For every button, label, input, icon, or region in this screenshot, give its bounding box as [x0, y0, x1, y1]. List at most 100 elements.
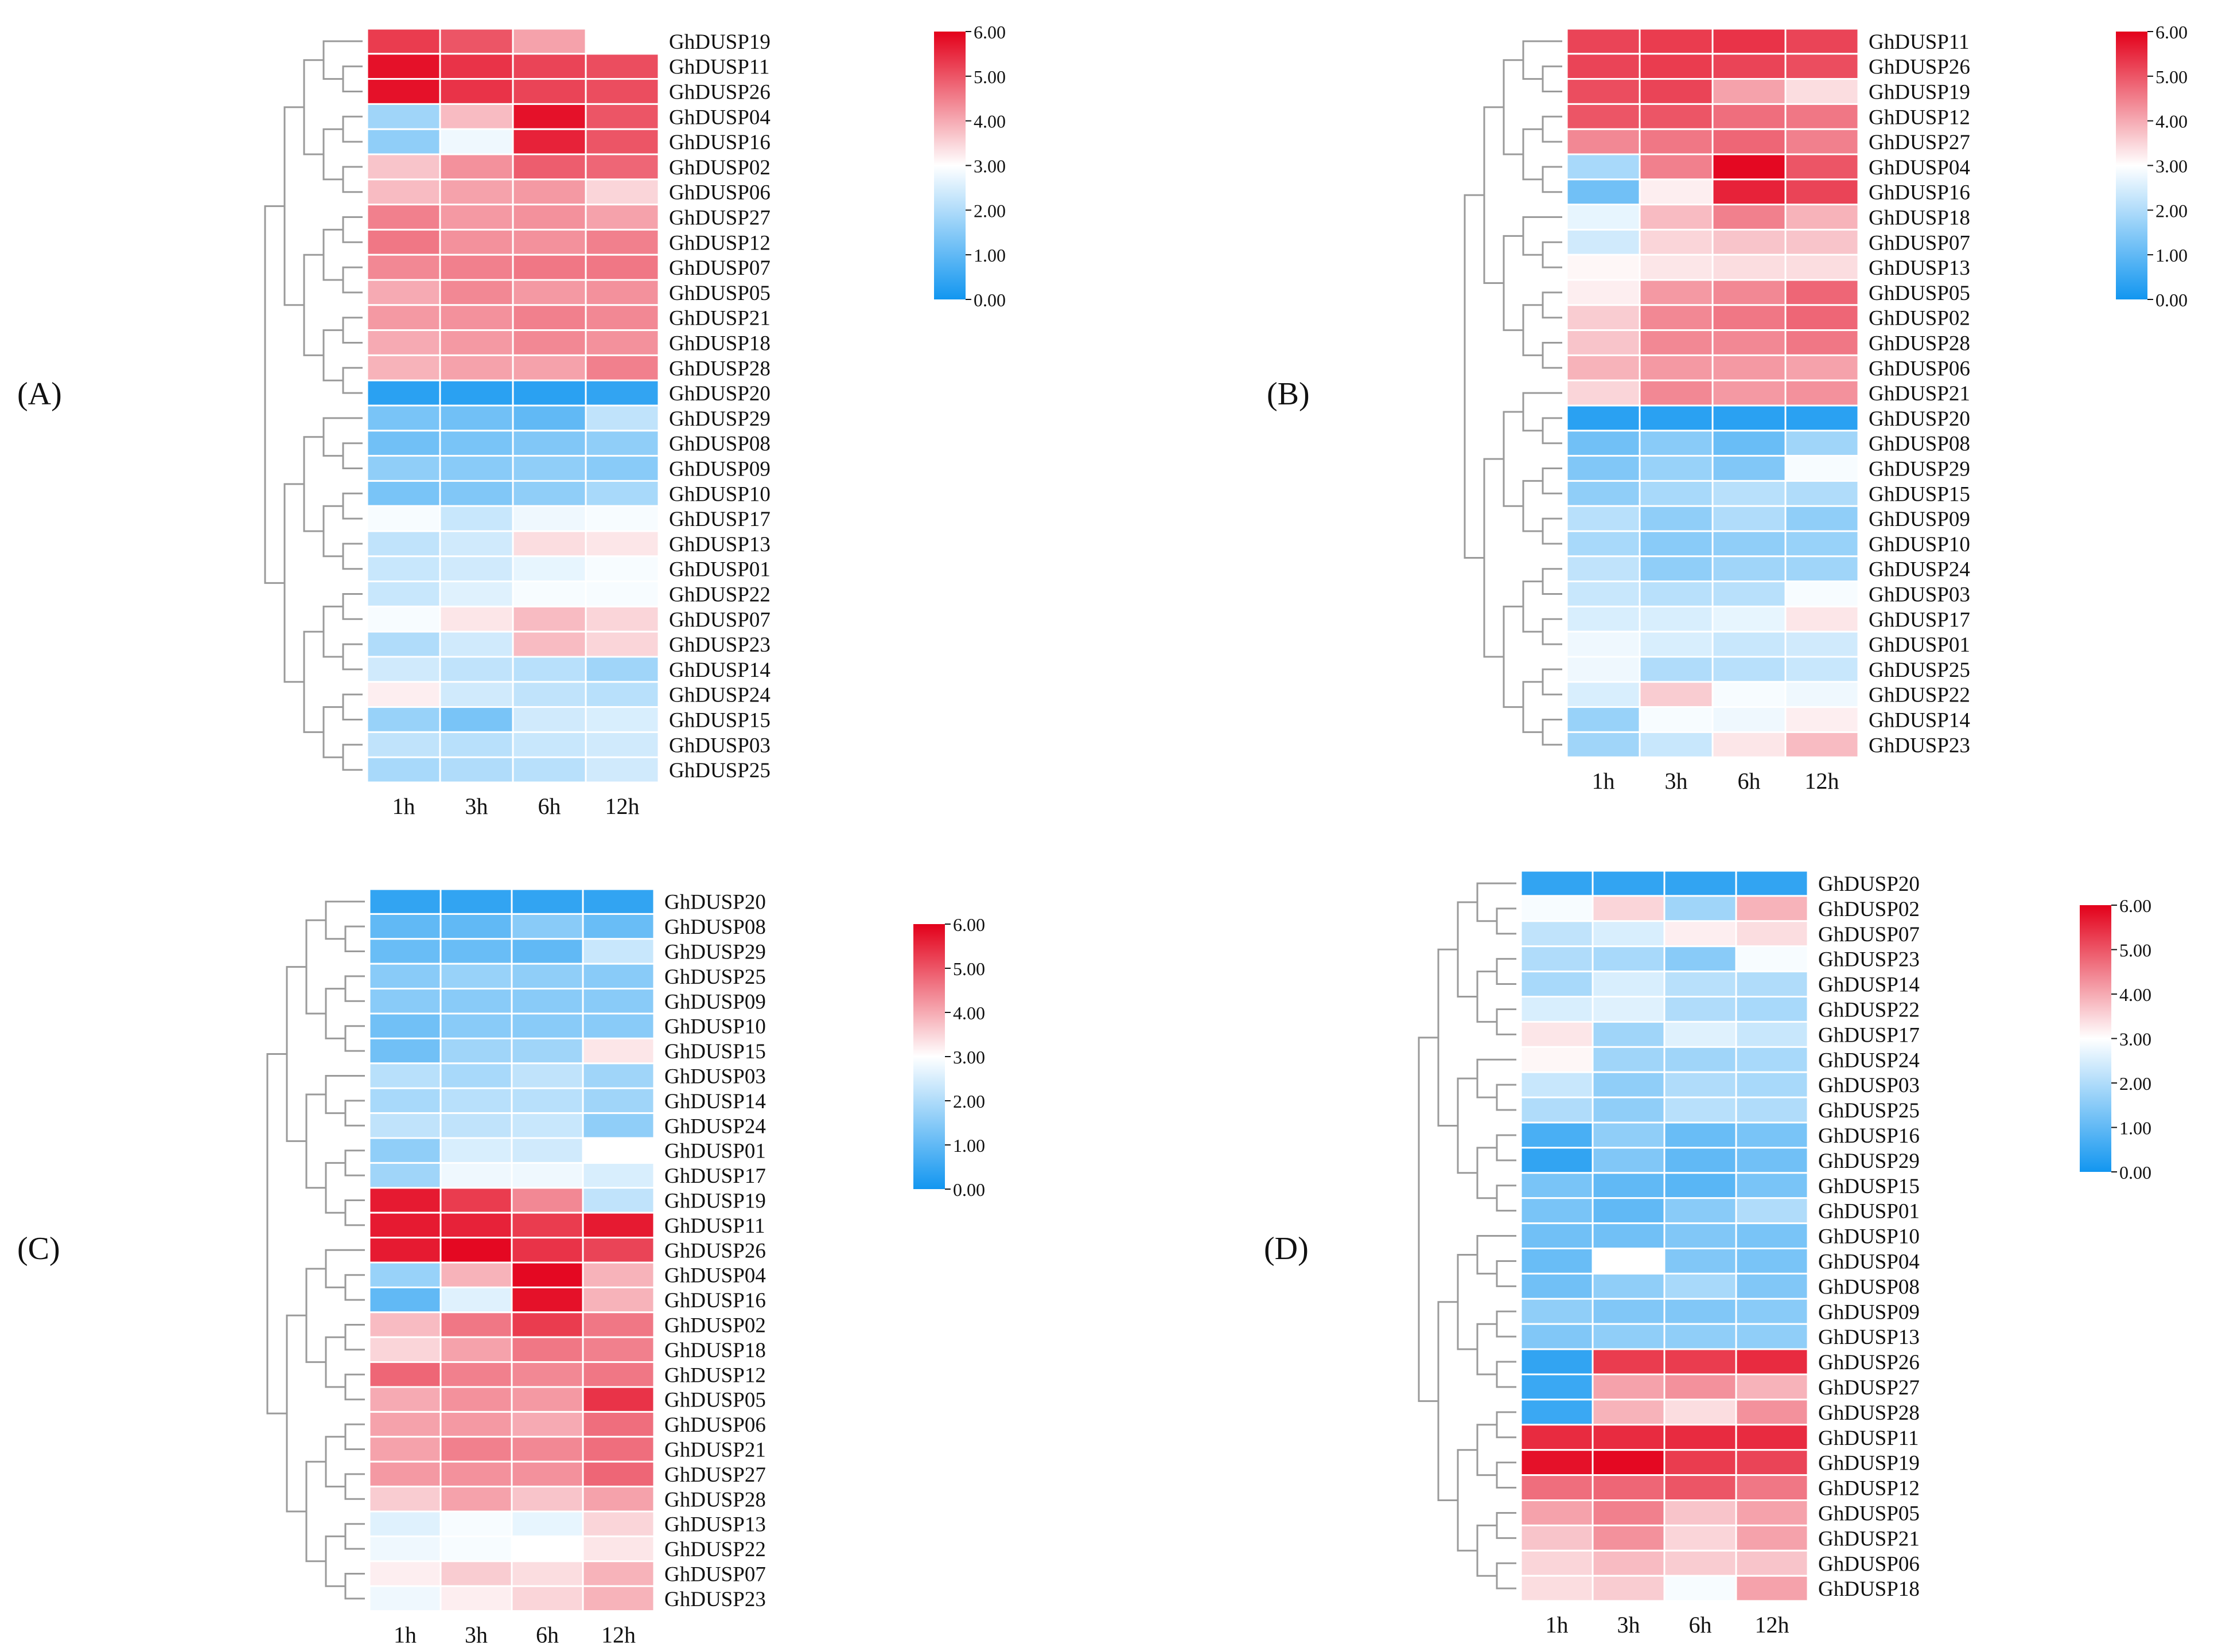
- row-label: GhDUSP29: [669, 407, 771, 431]
- heatmap-cell: [1520, 1020, 1594, 1048]
- heatmap-cell: [366, 78, 441, 105]
- heatmap-cell: [439, 404, 514, 432]
- heatmap-cell: [366, 103, 441, 130]
- row-label: GhDUSP13: [669, 533, 771, 556]
- heatmap-cell: [1520, 1348, 1594, 1376]
- heatmap-cell: [512, 153, 587, 181]
- row-label: GhDUSP23: [669, 633, 771, 657]
- heatmap-cell: [439, 706, 514, 733]
- heatmap-cell: [366, 455, 441, 482]
- heatmap-cell: [1711, 580, 1787, 607]
- heatmap-cell: [1711, 279, 1787, 306]
- heatmap-cell: [1520, 1096, 1594, 1124]
- heatmap-cell: [439, 1460, 513, 1488]
- heatmap-cell: [1735, 945, 1809, 973]
- heatmap-cell: [1784, 53, 1859, 80]
- heatmap-cell: [439, 1386, 513, 1413]
- heatmap-cell: [439, 128, 514, 155]
- color-scale-label: 0.00: [2119, 1162, 2151, 1183]
- heatmap-cell: [439, 78, 514, 105]
- heatmap-cell: [1566, 605, 1641, 633]
- heatmap-cell: [582, 913, 655, 940]
- row-label: GhDUSP14: [1818, 973, 1920, 997]
- heatmap-cell: [1639, 178, 1714, 206]
- heatmap-cell: [1784, 505, 1859, 532]
- heatmap-cell: [512, 128, 587, 155]
- color-scale-label: 6.00: [974, 22, 1006, 42]
- heatmap-cell: [1663, 1222, 1737, 1250]
- heatmap-cell: [1711, 681, 1787, 708]
- heatmap-cell: [366, 379, 441, 407]
- heatmap-cell: [366, 430, 441, 457]
- heatmap-cell: [439, 1062, 513, 1089]
- row-label: GhDUSP10: [1869, 533, 1970, 556]
- heatmap-cell: [1592, 895, 1666, 922]
- heatmap-cell: [439, 28, 514, 55]
- heatmap-cell: [582, 1311, 655, 1338]
- heatmap-cell: [585, 404, 660, 432]
- heatmap-cell: [439, 204, 514, 231]
- color-scale-label: 6.00: [953, 914, 985, 935]
- heatmap-cell: [1711, 530, 1787, 558]
- heatmap-cell: [1663, 1373, 1737, 1401]
- heatmap-cell: [439, 480, 514, 507]
- heatmap-cell: [1784, 706, 1859, 733]
- heatmap-cell: [512, 706, 587, 733]
- heatmap-cell: [1711, 505, 1787, 532]
- heatmap-cell: [1566, 28, 1641, 55]
- heatmap-cell: [1639, 379, 1714, 407]
- panel-label-b: (B): [1267, 376, 1310, 412]
- heatmap-cell: [511, 1062, 584, 1089]
- row-label: GhDUSP12: [669, 231, 771, 255]
- heatmap-cell: [366, 555, 441, 583]
- heatmap-cell: [1663, 1323, 1737, 1350]
- heatmap-cell: [512, 329, 587, 356]
- heatmap-cell: [1735, 920, 1809, 948]
- heatmap-cell: [1592, 1449, 1666, 1476]
- heatmap-cell: [1784, 455, 1859, 482]
- heatmap-cell: [439, 1162, 513, 1189]
- column-label: 6h: [538, 793, 561, 819]
- heatmap-cell: [1592, 1046, 1666, 1073]
- heatmap-cell: [582, 888, 655, 915]
- heatmap-cell: [511, 1535, 584, 1563]
- heatmap-cell: [582, 1486, 655, 1513]
- heatmap-cell: [1711, 630, 1787, 658]
- heatmap-cell: [366, 731, 441, 758]
- row-label: GhDUSP20: [669, 382, 771, 406]
- heatmap-cell: [512, 379, 587, 407]
- heatmap-cell: [1639, 254, 1714, 281]
- heatmap-cell: [1784, 78, 1859, 105]
- heatmap-cell: [368, 1311, 442, 1338]
- heatmap-cell: [1639, 656, 1714, 683]
- heatmap-cell: [1592, 1222, 1666, 1250]
- heatmap-cell: [1663, 1449, 1737, 1476]
- heatmap-cell: [368, 1211, 442, 1239]
- heatmap-cell: [582, 1037, 655, 1065]
- row-label: GhDUSP09: [664, 990, 766, 1014]
- column-label: 3h: [1617, 1612, 1640, 1638]
- heatmap-cell: [512, 580, 587, 607]
- heatmap-cell: [1592, 971, 1666, 998]
- heatmap-cell: [1520, 1323, 1594, 1350]
- heatmap-cell: [512, 480, 587, 507]
- heatmap-cell: [439, 530, 514, 558]
- heatmap-cell: [1639, 279, 1714, 306]
- row-label: GhDUSP10: [664, 1015, 766, 1039]
- heatmap-cell: [512, 530, 587, 558]
- color-scale-label: 3.00: [974, 156, 1006, 177]
- heatmap-cell: [368, 1510, 442, 1537]
- row-label: GhDUSP06: [669, 181, 771, 205]
- color-scale-label: 1.00: [2119, 1118, 2151, 1139]
- heatmap-cell: [1639, 153, 1714, 181]
- row-label: GhDUSP12: [1818, 1477, 1920, 1501]
- row-label: GhDUSP29: [1818, 1150, 1920, 1173]
- heatmap-cell: [582, 938, 655, 965]
- color-scale-label: 2.00: [974, 200, 1006, 221]
- heatmap-cell: [439, 1211, 513, 1239]
- heatmap-cell: [1639, 455, 1714, 482]
- heatmap-cell: [1566, 505, 1641, 532]
- heatmap-cell: [512, 354, 587, 381]
- heatmap-cell: [1663, 971, 1737, 998]
- heatmap-cell: [439, 938, 513, 965]
